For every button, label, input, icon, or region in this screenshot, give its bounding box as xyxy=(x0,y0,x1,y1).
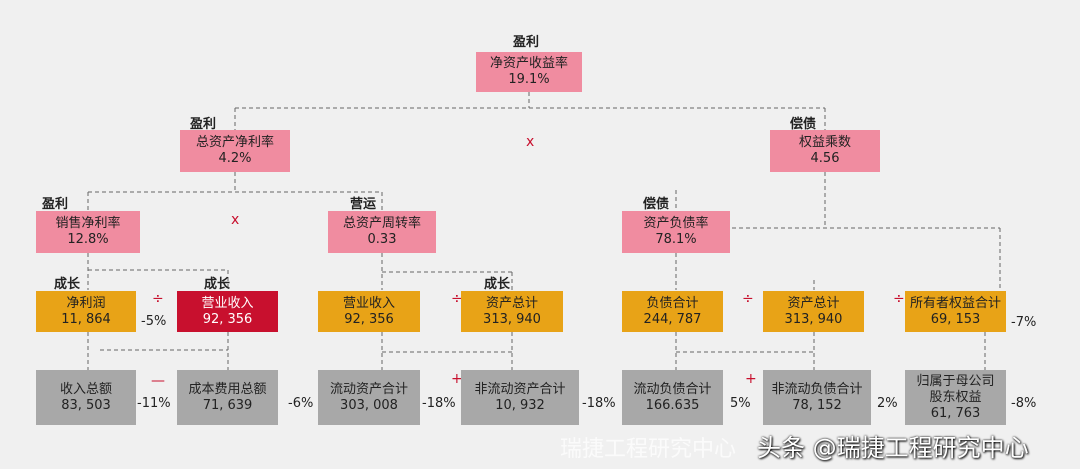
pct: 5% xyxy=(730,396,751,411)
box-name: 非流动资产合计 xyxy=(474,381,566,397)
box-value: 69, 153 xyxy=(930,311,981,327)
parent-equity-box: 归属于母公司 股东权益 61, 763 xyxy=(905,370,1006,425)
box-value: 10, 932 xyxy=(495,397,545,413)
box-value: 313, 940 xyxy=(483,311,541,327)
pct: -7% xyxy=(1011,315,1037,330)
non-current-assets-box: 非流动资产合计 10, 932 xyxy=(461,370,579,425)
minus-operator: — xyxy=(151,373,165,389)
current-assets-box: 流动资产合计 303, 008 xyxy=(318,370,420,425)
box-name: 净利润 xyxy=(66,295,106,311)
watermark-overlay: 瑞捷工程研究中心 xyxy=(560,437,737,462)
box-value: 313, 940 xyxy=(784,311,843,327)
current-liabilities-box: 流动负债合计 166.635 xyxy=(622,370,723,425)
at-tag: 营运 xyxy=(350,197,377,212)
pct: -8% xyxy=(1011,396,1037,411)
box-name: 营业收入 xyxy=(201,295,254,311)
total-liabilities-box: 负债合计 244, 787 xyxy=(622,291,723,332)
multiply-operator: x xyxy=(526,134,535,150)
box-name: 流动资产合计 xyxy=(329,381,408,397)
box-name: 营业收入 xyxy=(342,295,395,311)
divide-operator: ÷ xyxy=(893,291,905,307)
total-income-box: 收入总额 83, 503 xyxy=(36,370,136,425)
watermark: 头条 @瑞捷工程研究中心 xyxy=(757,434,1029,462)
roa-tag: 盈利 xyxy=(190,117,217,132)
total-assets-box: 资产总计 313, 940 xyxy=(461,291,563,332)
box-value: 92, 356 xyxy=(344,311,394,327)
pct: -18% xyxy=(582,396,616,411)
box-value: 11, 864 xyxy=(61,311,111,327)
revenue-tag: 成长 xyxy=(204,277,231,292)
em-name: 权益乘数 xyxy=(798,135,851,150)
box-name: 非流动负债合计 xyxy=(771,381,863,397)
total-cost-box: 成本费用总额 71, 639 xyxy=(177,370,278,425)
pct: -5% xyxy=(141,314,167,329)
npm-tag: 盈利 xyxy=(42,197,69,212)
box-name: 所有者权益合计 xyxy=(909,295,1001,311)
divide-operator: ÷ xyxy=(742,291,754,307)
total-assets-tag: 成长 xyxy=(484,277,511,292)
box-value: 92, 356 xyxy=(202,311,253,327)
dr-box: 资产负债率 78.1% xyxy=(622,211,730,253)
net-profit-box: 净利润 11, 864 xyxy=(36,291,136,332)
at-name: 总资产周转率 xyxy=(342,216,421,231)
owners-equity-box: 所有者权益合计 69, 153 xyxy=(905,291,1006,332)
dr-name: 资产负债率 xyxy=(643,216,709,231)
em-value: 4.56 xyxy=(810,151,840,166)
box-name: 负债合计 xyxy=(646,295,699,311)
pct: -6% xyxy=(288,396,314,411)
revenue-box: 营业收入 92, 356 xyxy=(318,291,420,332)
box-value: 166.635 xyxy=(645,397,700,413)
box-value: 303, 008 xyxy=(340,397,398,413)
npm-value: 12.8% xyxy=(67,232,109,247)
box-value: 71, 639 xyxy=(202,397,253,413)
pct: -18% xyxy=(422,396,456,411)
net-profit-tag: 成长 xyxy=(54,277,81,292)
roa-box: 总资产净利率 4.2% xyxy=(180,130,290,172)
at-box: 总资产周转率 0.33 xyxy=(328,211,436,253)
pct: 2% xyxy=(877,396,898,411)
roe-value: 19.1% xyxy=(508,72,550,87)
box-value: 83, 503 xyxy=(61,397,111,413)
plus-operator: + xyxy=(451,371,463,387)
npm-box: 销售净利率 12.8% xyxy=(36,211,140,253)
box-name: 资产总计 xyxy=(787,295,840,311)
box-name: 收入总额 xyxy=(59,381,112,397)
divide-operator: ÷ xyxy=(451,291,463,307)
box-value: 78, 152 xyxy=(792,397,842,413)
em-tag: 偿债 xyxy=(790,117,817,132)
pct: -11% xyxy=(137,396,171,411)
box-name: 归属于母公司 股东权益 xyxy=(916,373,995,405)
box-name: 成本费用总额 xyxy=(188,381,267,397)
total-assets-box-2: 资产总计 313, 940 xyxy=(763,291,864,332)
npm-name: 销售净利率 xyxy=(55,216,121,231)
em-box: 权益乘数 4.56 xyxy=(770,130,880,172)
plus-operator: + xyxy=(745,371,757,387)
box-value: 61, 763 xyxy=(930,405,981,421)
box-name: 资产总计 xyxy=(485,295,538,311)
multiply-operator: x xyxy=(231,212,240,228)
roe-tag: 盈利 xyxy=(513,35,540,50)
dr-tag: 偿债 xyxy=(643,197,670,212)
at-value: 0.33 xyxy=(367,232,397,247)
non-current-liabilities-box: 非流动负债合计 78, 152 xyxy=(763,370,871,425)
divide-operator: ÷ xyxy=(152,291,164,307)
box-name: 流动负债合计 xyxy=(633,381,712,397)
dr-value: 78.1% xyxy=(655,232,697,247)
roe-box: 净资产收益率 19.1% xyxy=(476,52,582,92)
revenue-box-highlight: 营业收入 92, 356 xyxy=(177,291,278,332)
box-value: 244, 787 xyxy=(643,311,702,327)
roe-name: 净资产收益率 xyxy=(489,56,568,71)
roa-name: 总资产净利率 xyxy=(195,135,274,150)
roa-value: 4.2% xyxy=(218,151,252,166)
